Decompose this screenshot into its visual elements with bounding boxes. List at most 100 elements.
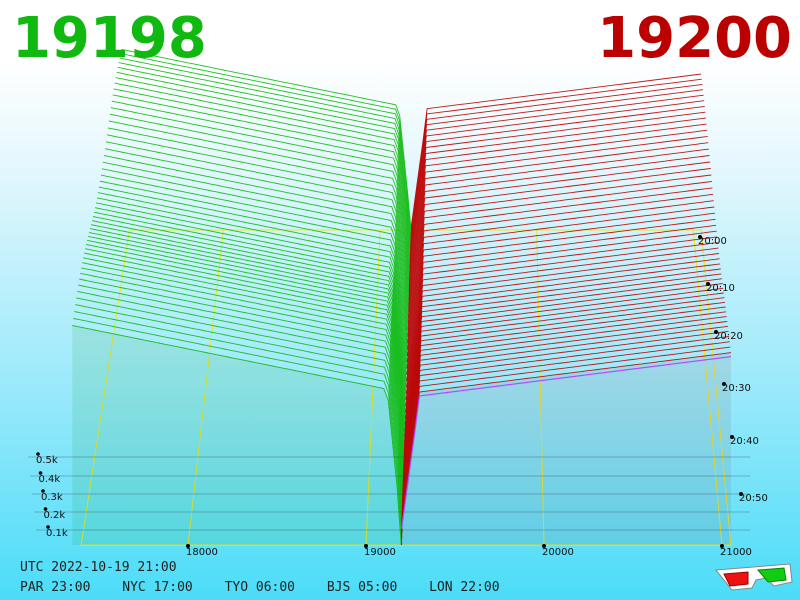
bid-depth-line [84, 252, 405, 470]
time-tick-label: 20:30 [722, 383, 751, 394]
ask-depth-line [402, 306, 726, 489]
ask-price: 19200 [597, 6, 792, 71]
bid-depth-line [101, 168, 408, 357]
price-tick-label: 20000 [542, 547, 574, 558]
time-tick-mark [706, 282, 710, 286]
bid-depth-line [94, 207, 407, 401]
time-tick-label: 20:20 [714, 331, 743, 342]
ask-depth-line [406, 212, 715, 375]
bid-depth-line [99, 180, 408, 369]
bid-depth-line [119, 57, 412, 243]
bid-depth-line [111, 100, 410, 294]
bid-depth-line [89, 232, 406, 438]
anaglyph-3d-glasses-icon[interactable] [714, 560, 794, 592]
ask-depth-line [406, 206, 715, 369]
bid-depth-line [106, 134, 409, 325]
ask-depth-line [408, 148, 709, 312]
time-tick-mark [722, 382, 726, 386]
ask-depth-line [401, 341, 730, 533]
timezone-par: PAR 23:00 [20, 580, 91, 595]
ask-depth-line [404, 263, 721, 432]
bid-depth-line [79, 278, 404, 501]
ask-depth-line [405, 230, 717, 394]
ask-depth-line [406, 224, 717, 388]
bid-depth-line [105, 141, 409, 331]
bid-depth-line [115, 77, 411, 268]
bid-depth-line [118, 62, 411, 249]
ask-depth-line [408, 161, 711, 325]
bid-depth-line [76, 297, 403, 520]
time-tick-label: 20:10 [706, 283, 735, 294]
depth-tick-label: 0.1k [46, 528, 68, 539]
ask-depth-line [403, 297, 725, 476]
ask-surface [401, 352, 731, 545]
ask-depth-line [407, 174, 712, 338]
bid-depth-line [108, 120, 409, 312]
bid-depth-line [72, 325, 402, 546]
ask-front-edge [401, 356, 731, 529]
ask-depth-line [408, 155, 710, 319]
timezone-bjs: BJS 05:00 [326, 580, 398, 595]
bid-depth-line [90, 224, 406, 426]
grid-price-line [692, 229, 723, 546]
grid-price-line [536, 229, 545, 546]
bid-depth-line [117, 66, 411, 256]
timezone-lon: LON 22:00 [429, 580, 500, 595]
ask-depth-line [402, 316, 727, 501]
ask-depth-line [401, 336, 730, 527]
ask-depth-line [410, 78, 702, 237]
time-tick-label: 20:50 [739, 493, 768, 504]
bid-depth-line [73, 318, 402, 539]
depth-tick-label: 0.3k [41, 492, 63, 503]
bid-depth-line [110, 107, 410, 300]
ask-depth-line [408, 142, 709, 306]
ask-depth-line [410, 94, 704, 256]
bid-depth-line [90, 228, 406, 432]
price-tick-mark [542, 544, 546, 548]
bid-depth-line [113, 88, 410, 281]
ask-depth-line [403, 301, 726, 482]
price-tick-label: 18000 [186, 547, 218, 558]
timezone-tyo: TYO 06:00 [224, 580, 296, 595]
bid-depth-line [82, 262, 404, 483]
timezone-nyc: NYC 17:00 [122, 580, 193, 595]
bid-depth-line [96, 197, 407, 388]
ask-depth-line [407, 180, 712, 344]
ask-depth-line [409, 111, 706, 275]
ask-depth-line [402, 320, 728, 508]
ask-depth-line [404, 273, 722, 445]
time-tick-mark [739, 492, 743, 496]
ask-depth-line [408, 135, 708, 300]
ask-depth-line [405, 253, 720, 419]
bid-depth-line [114, 82, 411, 275]
bid-depth-line [103, 155, 408, 344]
ask-depth-line [403, 287, 724, 464]
ask-depth-line [405, 242, 718, 407]
ask-depth-line [407, 168, 711, 331]
bid-depth-line [92, 216, 406, 413]
ask-depth-line [401, 330, 729, 520]
ask-depth-line [405, 236, 718, 401]
bid-depth-line [83, 257, 404, 476]
ask-depth-line [410, 83, 703, 243]
ask-depth-line [409, 123, 707, 287]
ask-depth-line [407, 187, 713, 350]
depth-tick-mark [43, 507, 48, 511]
price-tick-mark [720, 544, 724, 548]
bid-depth-line [121, 48, 412, 231]
time-tick-mark [714, 330, 718, 334]
bid-depth-line [95, 202, 407, 394]
ask-depth-line [409, 117, 706, 281]
bid-depth-line [91, 220, 406, 420]
bid-depth-line [77, 290, 403, 514]
time-tick-label: 20:00 [698, 236, 727, 247]
time-tick-label: 20:40 [730, 436, 759, 447]
ask-depth-line [404, 278, 723, 451]
ask-depth-line [409, 105, 705, 268]
bid-depth-line [88, 235, 405, 445]
depth-tick-label: 0.4k [39, 474, 61, 485]
bid-depth-line [93, 211, 407, 407]
bid-depth-line [74, 311, 403, 533]
ask-depth-line [407, 193, 714, 356]
